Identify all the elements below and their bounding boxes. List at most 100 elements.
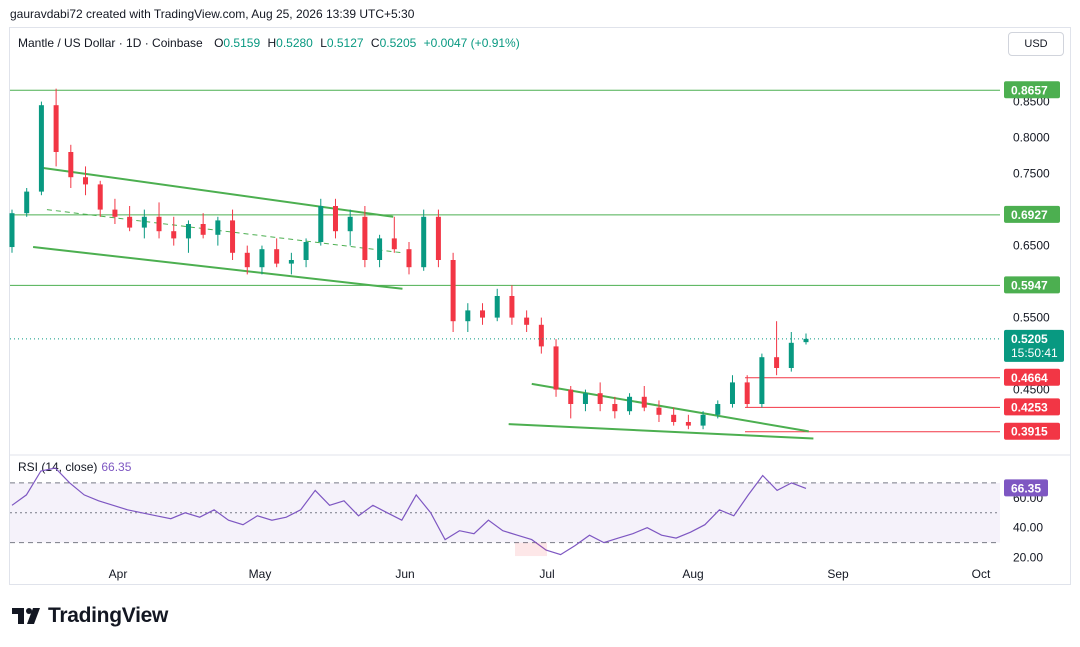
legend-high-group: H0.5280 bbox=[267, 36, 312, 50]
tradingview-logo: TradingView bbox=[12, 604, 168, 628]
candle-body bbox=[68, 152, 74, 178]
candle-body bbox=[318, 206, 324, 242]
candle-body bbox=[627, 396, 633, 412]
candle-body bbox=[715, 404, 721, 415]
candle-body bbox=[450, 260, 456, 322]
candle-body bbox=[582, 393, 588, 404]
candle-body bbox=[641, 396, 647, 408]
level-tag-label-0.4253: 0.4253 bbox=[1011, 400, 1048, 414]
level-tag-label-0.4664: 0.4664 bbox=[1011, 371, 1048, 385]
candle-body bbox=[406, 249, 412, 268]
candle-body bbox=[303, 242, 309, 260]
x-tick-label-sep: Sep bbox=[827, 567, 849, 581]
symbol-legend: Mantle / US Dollar · 1D · Coinbase O0.51… bbox=[18, 36, 520, 50]
trendline-2 bbox=[531, 382, 809, 433]
logo-text: TradingView bbox=[48, 604, 169, 627]
candle-body bbox=[24, 191, 30, 214]
level-tag-label-0.5947: 0.5947 bbox=[1011, 278, 1048, 292]
candle-body bbox=[97, 184, 103, 210]
candle-body bbox=[200, 224, 206, 235]
rsi-tick-label: 40.00 bbox=[1013, 521, 1043, 535]
y-tick-label: 0.7500 bbox=[1013, 167, 1050, 181]
legend-open-group: O0.5159 bbox=[214, 36, 260, 50]
level-tag-label-0.3915: 0.3915 bbox=[1011, 425, 1048, 439]
candle-body bbox=[553, 346, 559, 390]
legend-low-group: L0.5127 bbox=[320, 36, 363, 50]
candle-body bbox=[274, 249, 280, 264]
trendline-1 bbox=[32, 246, 403, 290]
close-value: 0.5205 bbox=[379, 36, 417, 50]
candle-body bbox=[244, 252, 250, 268]
x-tick-label-aug: Aug bbox=[682, 567, 703, 581]
candle-body bbox=[612, 404, 618, 412]
currency-button[interactable]: USD bbox=[1008, 32, 1064, 56]
candle-body bbox=[230, 220, 236, 253]
candle-body bbox=[774, 357, 780, 368]
candle-body bbox=[259, 249, 265, 268]
candle-body bbox=[215, 220, 221, 235]
level-tag-0.6927 bbox=[1004, 205, 1060, 223]
candle-body bbox=[538, 324, 544, 347]
candle-body bbox=[421, 216, 427, 268]
candle-body bbox=[509, 296, 515, 318]
candle-body bbox=[9, 213, 15, 248]
candle-body bbox=[700, 414, 706, 426]
rsi-label: RSI (14, close) bbox=[18, 460, 98, 474]
candle-body bbox=[156, 216, 162, 232]
level-tag-0.8657 bbox=[1004, 81, 1060, 99]
candle-body bbox=[83, 177, 89, 185]
x-tick-label-jul: Jul bbox=[539, 567, 554, 581]
high-value: 0.5280 bbox=[276, 36, 313, 50]
candle-body bbox=[127, 216, 133, 228]
candle-body bbox=[112, 209, 118, 217]
candle-body bbox=[288, 260, 294, 264]
candle-body bbox=[141, 216, 147, 228]
candle-body bbox=[494, 296, 500, 318]
candle-body bbox=[744, 382, 750, 404]
x-tick-label-oct: Oct bbox=[972, 567, 991, 581]
rsi-current-tag-label: 66.35 bbox=[1011, 481, 1041, 495]
high-label: H bbox=[267, 36, 277, 50]
candle-body bbox=[524, 317, 530, 325]
rsi-current-tag bbox=[1004, 479, 1048, 497]
current-price-tag bbox=[1004, 329, 1064, 362]
candle-body bbox=[788, 342, 794, 368]
credit-text: gauravdabi72 created with TradingView.co… bbox=[10, 7, 415, 21]
level-tag-0.3915 bbox=[1004, 422, 1060, 440]
level-tag-label-0.6927: 0.6927 bbox=[1011, 208, 1048, 222]
current-price-countdown: 15:50:41 bbox=[1011, 346, 1058, 360]
candle-body bbox=[685, 422, 691, 426]
rsi-legend: RSI (14, close) 66.35 bbox=[18, 460, 131, 474]
symbol-name: Mantle / US Dollar · 1D · Coinbase bbox=[18, 36, 203, 50]
open-label: O bbox=[214, 36, 224, 50]
candle-body bbox=[171, 231, 177, 239]
level-tag-0.4253 bbox=[1004, 398, 1060, 416]
y-tick-label: 0.6500 bbox=[1013, 239, 1050, 253]
candle-body bbox=[671, 414, 677, 422]
candle-body bbox=[38, 105, 44, 192]
candle-body bbox=[597, 393, 603, 404]
candle-body bbox=[568, 389, 574, 404]
candle-body bbox=[53, 105, 59, 152]
legend-close-group: C0.5205 bbox=[371, 36, 416, 50]
y-tick-label: 0.8000 bbox=[1013, 131, 1050, 145]
channel-midline bbox=[46, 209, 403, 254]
x-tick-label-may: May bbox=[249, 567, 272, 581]
candle-body bbox=[435, 216, 441, 260]
candle-body bbox=[759, 357, 765, 404]
candle-body bbox=[391, 238, 397, 250]
candle-body bbox=[465, 310, 471, 322]
candle-body bbox=[347, 216, 353, 232]
level-tag-0.4664 bbox=[1004, 368, 1060, 386]
trendline-3 bbox=[508, 423, 814, 440]
candle-body bbox=[656, 407, 662, 415]
candle-body bbox=[362, 216, 368, 260]
chart-frame bbox=[9, 27, 1071, 585]
candle-body bbox=[729, 382, 735, 404]
current-price-value: 0.5205 bbox=[1011, 332, 1048, 346]
tradingview-logo-icon bbox=[12, 608, 40, 624]
low-value: 0.5127 bbox=[326, 36, 364, 50]
candle-body bbox=[332, 206, 338, 232]
rsi-tick-label: 20.00 bbox=[1013, 551, 1043, 565]
